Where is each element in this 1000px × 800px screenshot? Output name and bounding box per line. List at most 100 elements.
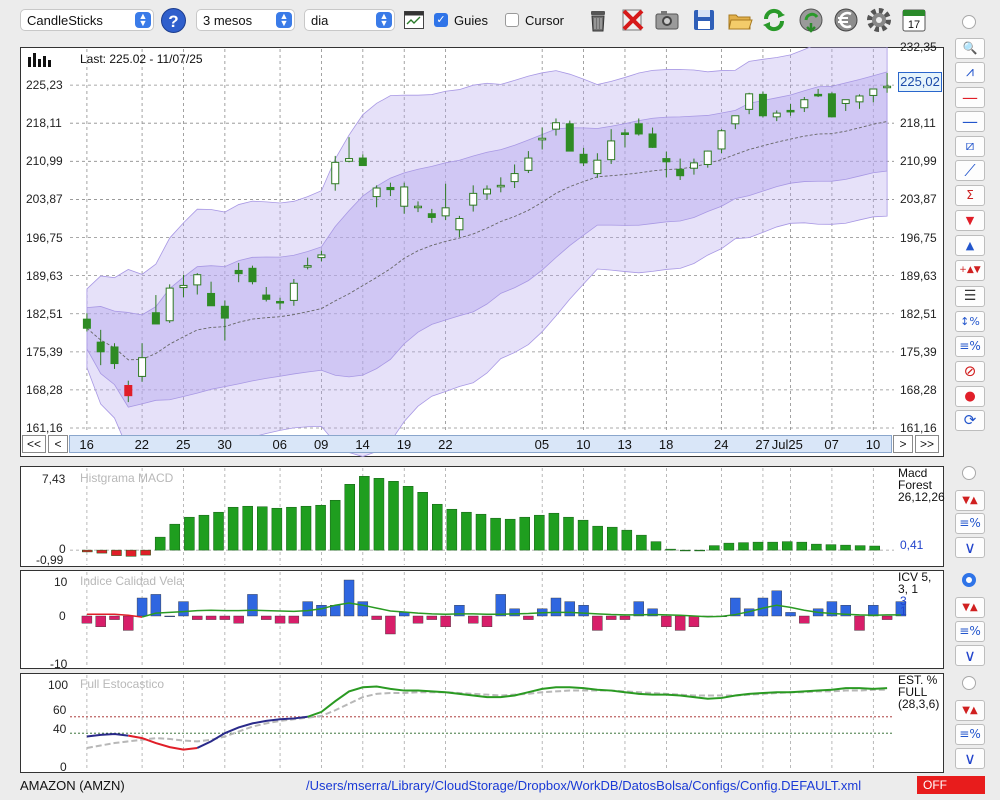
- calendar-icon[interactable]: 17: [900, 6, 928, 34]
- macd-bar: [184, 516, 195, 551]
- candle-body: [800, 99, 809, 109]
- macd-panel-radio[interactable]: [962, 466, 976, 480]
- interval-select[interactable]: dia ▲ ▼: [304, 9, 395, 31]
- stochastic-title: Full Estocastico: [80, 677, 165, 691]
- up-arrow-icon[interactable]: ▲: [955, 235, 985, 256]
- candle: [331, 155, 340, 191]
- refresh-icon[interactable]: [760, 6, 788, 34]
- candle-body: [745, 93, 754, 110]
- icv-chart[interactable]: [20, 570, 944, 669]
- euro-icon[interactable]: [832, 6, 860, 34]
- timeline-scrollbar[interactable]: [69, 435, 892, 453]
- time-axis-label: 14: [355, 437, 370, 452]
- trendline-icon[interactable]: ⟋: [955, 160, 985, 181]
- add-arrows-icon[interactable]: +▲▼: [955, 260, 985, 281]
- arrows-toggle-icon[interactable]: ▼▲: [955, 490, 985, 511]
- candle: [607, 129, 616, 164]
- inner-envelope-band: [86, 71, 888, 408]
- macd-bar: [417, 492, 428, 551]
- indicators-icon[interactable]: ⩘: [955, 62, 985, 83]
- off-status-badge[interactable]: OFF: [917, 776, 985, 794]
- price-axis-label-left: 225,23: [26, 78, 63, 93]
- nav-next-button[interactable]: >: [893, 435, 913, 453]
- hline-blue-icon[interactable]: —: [955, 111, 985, 132]
- candle-body: [483, 188, 491, 195]
- candle: [262, 287, 271, 302]
- cursor-checkbox[interactable]: [505, 13, 519, 27]
- stoch-y-100: 100: [48, 678, 69, 692]
- candle: [441, 183, 450, 221]
- icv-bar: [881, 615, 893, 620]
- main-panel-radio[interactable]: [962, 15, 976, 29]
- chart-type-select[interactable]: CandleSticks ▲ ▼: [20, 9, 154, 31]
- stop-icon[interactable]: ●: [955, 386, 985, 407]
- macd-bar: [96, 549, 108, 554]
- candle: [731, 115, 740, 130]
- channel-icon[interactable]: ⧄: [955, 136, 985, 157]
- grid-icon[interactable]: ☰: [955, 286, 985, 307]
- icv-bar: [412, 615, 424, 624]
- macd-chart[interactable]: [20, 466, 944, 567]
- camera-icon[interactable]: [653, 6, 681, 34]
- stochastic-panel-radio[interactable]: [962, 676, 976, 690]
- icv-bar: [274, 615, 286, 624]
- delete-icon[interactable]: [619, 6, 647, 34]
- price-chart[interactable]: [20, 47, 944, 457]
- calendar-grid-icon[interactable]: [404, 11, 424, 29]
- lines-percent-icon[interactable]: ≡%: [955, 336, 985, 357]
- candle-body: [717, 130, 726, 150]
- candle: [400, 182, 409, 214]
- open-folder-icon[interactable]: [726, 6, 754, 34]
- macd-bar: [388, 481, 399, 551]
- scale-percent-icon[interactable]: ↕%: [955, 311, 985, 332]
- lines-percent-icon[interactable]: ≡%: [955, 513, 985, 534]
- nav-last-button[interactable]: >>: [915, 435, 939, 453]
- icv-bar: [633, 601, 644, 617]
- arrows-toggle-icon[interactable]: ▼▲: [955, 597, 985, 618]
- price-axis-label-left: 168,28: [26, 382, 63, 397]
- candle-body: [496, 184, 505, 188]
- price-axis-label-right: 182,51: [900, 306, 937, 321]
- nav-prev-button[interactable]: <: [48, 435, 68, 453]
- fibonacci-icon[interactable]: Σ: [955, 185, 985, 206]
- arrows-toggle-icon[interactable]: ▼▲: [955, 700, 985, 721]
- candle-body: [303, 265, 312, 268]
- stoch-y-60: 60: [53, 703, 67, 717]
- icv-title: Indice Calidad Vela: [80, 574, 183, 588]
- hline-red-icon[interactable]: —: [955, 87, 985, 108]
- candle: [827, 92, 836, 118]
- lines-percent-icon[interactable]: ≡%: [955, 724, 985, 745]
- candle-body: [758, 93, 767, 117]
- down-arrow-icon[interactable]: ▼: [955, 210, 985, 231]
- period-select[interactable]: 3 mesos ▲ ▼: [196, 9, 295, 31]
- curve-icon[interactable]: ∨: [955, 748, 985, 769]
- save-icon[interactable]: [690, 6, 718, 34]
- time-axis-label: Jul25: [771, 437, 803, 452]
- candle: [620, 129, 629, 148]
- trash-icon[interactable]: [584, 6, 612, 34]
- no-entry-icon[interactable]: ⊘: [955, 361, 985, 382]
- zoom-icon[interactable]: 🔍: [955, 38, 985, 59]
- download-icon[interactable]: [797, 6, 825, 34]
- icv-panel-radio[interactable]: [962, 573, 976, 587]
- curve-icon[interactable]: ∨: [955, 645, 985, 666]
- stoch-y-40: 40: [53, 722, 67, 736]
- stochastic-chart[interactable]: [20, 673, 944, 773]
- help-icon[interactable]: ?: [161, 8, 186, 33]
- macd-bar: [563, 516, 574, 551]
- icv-bar: [523, 615, 534, 620]
- candle: [814, 89, 823, 98]
- candle-body: [138, 357, 147, 377]
- gear-icon[interactable]: [865, 6, 893, 34]
- curve-icon[interactable]: ∨: [955, 537, 985, 558]
- price-axis-label-right: 210,99: [900, 154, 937, 169]
- guides-checkbox[interactable]: ✓: [434, 13, 448, 27]
- time-axis-label: 24: [714, 437, 729, 452]
- candle: [386, 182, 395, 197]
- lines-percent-icon[interactable]: ≡%: [955, 621, 985, 642]
- icv-y-zero: 0: [59, 609, 66, 623]
- icv-bar: [164, 615, 175, 618]
- sync-icon[interactable]: ⟳: [955, 410, 985, 431]
- candle-body: [414, 205, 423, 209]
- nav-first-button[interactable]: <<: [22, 435, 46, 453]
